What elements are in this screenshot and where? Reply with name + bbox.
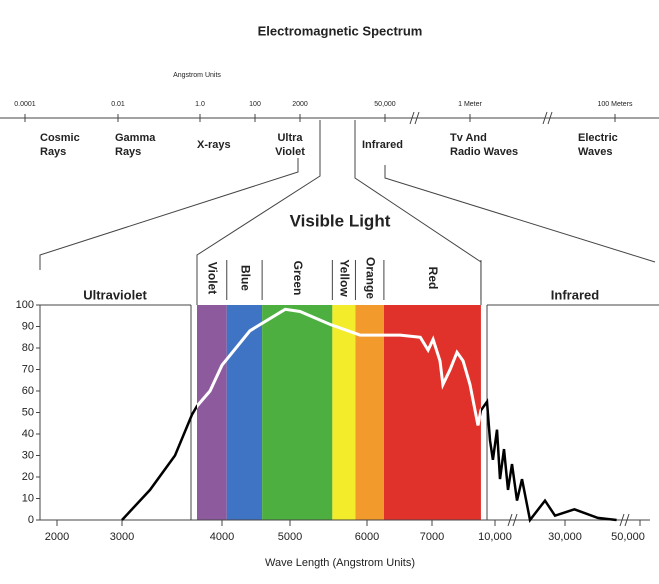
band-label: Orange	[364, 257, 378, 299]
region-label: Ultra	[277, 132, 303, 144]
y-tick-label: 40	[22, 428, 34, 440]
band-label: Yellow	[338, 259, 352, 297]
x-tick-label: 30,000	[548, 531, 582, 543]
x-tick-label: 7000	[420, 531, 444, 543]
band	[226, 305, 263, 520]
region-label: Rays	[40, 146, 66, 158]
scale-label: 0.0001	[14, 101, 36, 108]
unit-note: Angstrom Units	[173, 72, 221, 79]
curve	[121, 307, 617, 523]
axis-break	[512, 513, 518, 527]
x-tick-label: 5000	[278, 531, 302, 543]
region-label: Infrared	[362, 139, 403, 151]
band-label: Blue	[238, 265, 252, 291]
band	[262, 305, 333, 520]
chart-title: Visible Light	[290, 211, 391, 230]
y-tick-label: 90	[22, 320, 34, 332]
region-label: Waves	[578, 146, 612, 158]
scale-label: 2000	[292, 101, 308, 108]
scale-label: 50,000	[374, 101, 396, 108]
region-label: Tv And	[450, 132, 487, 144]
band	[355, 305, 384, 520]
x-tick-label: 2000	[45, 531, 69, 543]
y-tick-label: 50	[22, 406, 34, 418]
scale-label: 100 Meters	[597, 101, 633, 108]
band-label: Green	[291, 261, 305, 296]
axis-break	[619, 513, 625, 527]
scale-breaks	[409, 111, 553, 125]
band	[383, 305, 481, 520]
band-label: Red	[426, 267, 440, 290]
y-tick-label: 80	[22, 342, 34, 354]
scale-label: 1.0	[195, 101, 205, 108]
band	[197, 305, 227, 520]
x-tick-label: 6000	[355, 531, 379, 543]
region-label: X-rays	[197, 139, 231, 151]
region-label: Violet	[275, 146, 305, 158]
region-label: Cosmic	[40, 132, 80, 144]
region-label: Electric	[578, 132, 618, 144]
region-label: Gamma	[115, 132, 156, 144]
axis-break	[507, 513, 513, 527]
region-label: Radio Waves	[450, 146, 518, 158]
y-tick-label: 0	[28, 514, 34, 526]
band	[332, 305, 356, 520]
y-tick-label: 30	[22, 449, 34, 461]
x-tick-label: 50,000	[611, 531, 645, 543]
x-tick-label: 4000	[210, 531, 234, 543]
x-tick-label: 10,000	[478, 531, 512, 543]
title: Electromagnetic Spectrum	[258, 23, 423, 38]
x-tick-label: 3000	[110, 531, 134, 543]
x-axis-title: Wave Length (Angstrom Units)	[265, 557, 415, 569]
scale-label: 100	[249, 101, 261, 108]
region-label: Rays	[115, 146, 141, 158]
y-tick-label: 100	[16, 299, 34, 311]
band-label: Violet	[206, 262, 220, 294]
region-title: Infrared	[551, 287, 599, 302]
y-tick-label: 70	[22, 363, 34, 375]
region-title: Ultraviolet	[83, 287, 147, 302]
y-tick-label: 20	[22, 471, 34, 483]
scale-label: 1 Meter	[458, 101, 482, 108]
axis-break	[624, 513, 630, 527]
y-tick-label: 10	[22, 492, 34, 504]
scale-label: 0.01	[111, 101, 125, 108]
y-tick-label: 60	[22, 385, 34, 397]
